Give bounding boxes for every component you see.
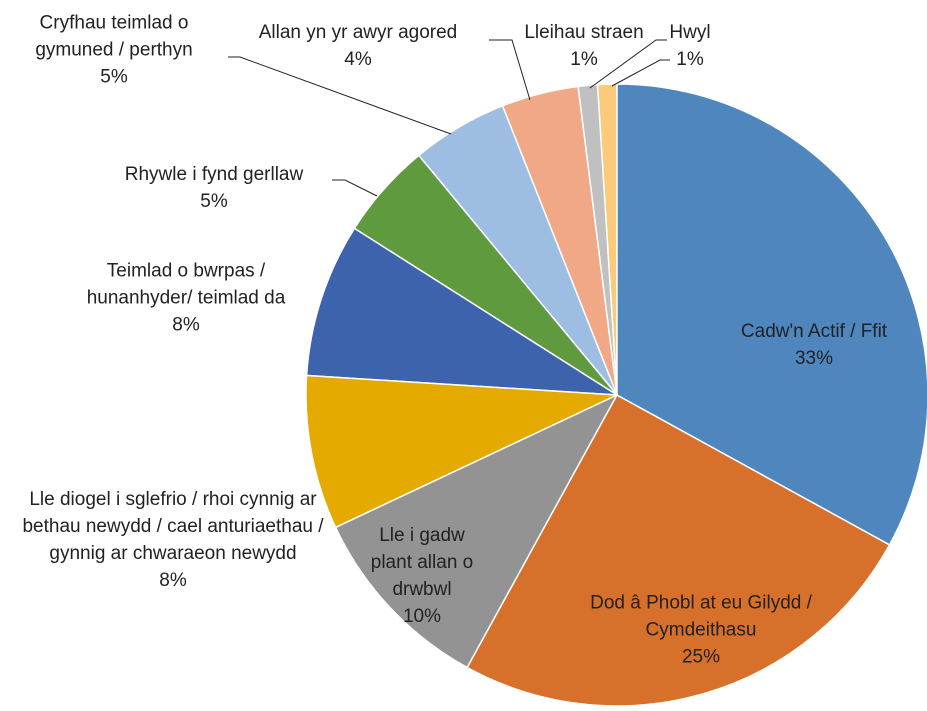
slice-label: Cadw'n Actif / Ffit 33% (709, 318, 919, 372)
category-label: Cryfhau teimlad o gymuned / perthyn (35, 12, 193, 61)
value-label: 5% (100, 66, 128, 88)
value-label: 4% (344, 49, 372, 70)
value-label: 1% (676, 49, 704, 70)
value-label: 5% (200, 191, 228, 212)
slice-label: Teimlad o bwrpas / hunanhyder/ teimlad d… (56, 258, 316, 339)
value-label: 8% (159, 570, 187, 591)
category-label: Lle i gadw plant allan o drwbwl (370, 525, 474, 600)
value-label: 33% (794, 348, 834, 369)
slice-label: Dod â Phobl at eu Gilydd / Cymdeithasu 25… (569, 590, 834, 671)
category-label: Lle diogel i sglefrio / rhoi cynnig ar b… (22, 489, 324, 564)
slice-label: Allan yn yr awyr agored 4% (223, 19, 493, 73)
leader-line (611, 59, 670, 87)
category-label: Allan yn yr awyr agored (258, 22, 458, 43)
slice-label: Lle diogel i sglefrio / rhoi cynnig ar b… (18, 486, 328, 594)
pie-slice (305, 374, 618, 529)
pie-slice (334, 393, 619, 669)
leader-line (589, 39, 667, 89)
category-label: Rhywle i fynd gerllaw (124, 164, 304, 185)
slice-label: Cryfhau teimlad o gymuned / perthyn 5% (0, 10, 229, 91)
slice-label: Lle i gadw plant allan o drwbwl 10% (367, 522, 477, 630)
value-label: 10% (402, 606, 442, 627)
category-label: Cadw'n Actif / Ffit (740, 321, 888, 342)
value-label: 25% (681, 646, 721, 668)
value-label: 8% (172, 314, 200, 336)
pie-slice (616, 83, 927, 546)
slice-label: Lleihau straen 1% (504, 19, 664, 73)
value-label: 1% (570, 49, 598, 70)
category-label: Dod â Phobl at eu Gilydd / Cymdeithasu (590, 592, 812, 641)
leader-line (228, 56, 452, 135)
slice-label: Rhywle i fynd gerllaw 5% (104, 161, 324, 215)
leader-line (489, 39, 531, 101)
slice-label: Hwyl 1% (655, 19, 725, 73)
category-label: Teimlad o bwrpas / hunanhyder/ teimlad d… (86, 260, 286, 309)
pie-slice (466, 393, 891, 707)
category-label: Hwyl (669, 22, 711, 43)
pie-slice (305, 227, 618, 396)
category-label: Lleihau straen (524, 22, 644, 43)
leader-line (332, 179, 378, 197)
